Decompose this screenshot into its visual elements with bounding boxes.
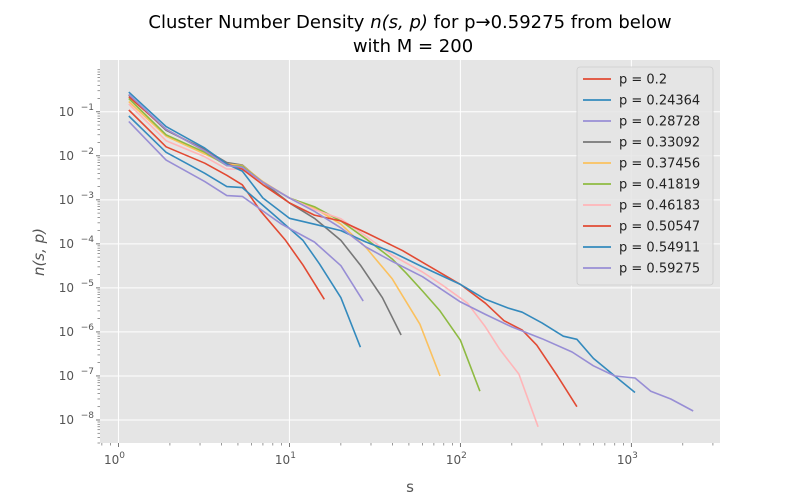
y-tick-exponent: −1	[81, 103, 94, 113]
chart-title-main: Cluster Number Density	[148, 12, 364, 33]
y-tick-label: 10	[59, 281, 74, 295]
series-line-8	[128, 91, 636, 394]
legend-label-4: p = 0.37456	[619, 157, 700, 172]
legend-label-9: p = 0.59275	[619, 262, 700, 277]
chart-title-math: n(s, p)	[370, 12, 428, 33]
y-tick-exponent: −5	[81, 279, 94, 289]
y-tick-exponent: −3	[81, 191, 94, 201]
y-tick-label: 10	[59, 193, 74, 207]
legend-label-6: p = 0.46183	[619, 199, 700, 214]
series-line-9	[128, 93, 694, 412]
legend-label-2: p = 0.28728	[619, 115, 700, 130]
y-tick-exponent: −2	[81, 147, 94, 157]
legend-label-7: p = 0.50547	[619, 220, 700, 235]
y-axis-ticks: 10 −8 10 −7 10 −6 10 −5 10 −4 10 −3 10 −2 10 −1	[59, 69, 100, 444]
x-tick-label: 102	[446, 451, 467, 467]
series-lines	[128, 91, 694, 428]
y-tick-exponent: −8	[81, 411, 95, 421]
legend: p = 0.2 p = 0.24364 p = 0.28728 p = 0.33092…	[576, 66, 714, 286]
chart-title-line2: with M = 200	[353, 36, 473, 57]
chart-title-tail: for p→0.59275 from below	[434, 12, 672, 33]
y-tick-label: 10	[59, 237, 74, 251]
y-tick-label: 10	[59, 413, 74, 427]
x-axis-ticks: 100 101 102 103	[101, 443, 714, 467]
chart-title-line1: Cluster Number Density n(s, p) for p→0.5…	[148, 12, 671, 33]
series-line-1	[128, 115, 362, 348]
series-line-3	[128, 94, 402, 336]
x-tick-label: 100	[104, 451, 125, 467]
y-tick-exponent: −6	[81, 323, 95, 333]
x-tick-label: 103	[617, 451, 638, 467]
y-tick-exponent: −4	[81, 235, 95, 245]
series-line-0	[128, 109, 325, 300]
y-axis-label: n(s, p)	[30, 228, 48, 276]
x-axis-label: s	[406, 478, 414, 496]
legend-label-8: p = 0.54911	[619, 241, 700, 256]
legend-label-3: p = 0.33092	[619, 136, 700, 151]
y-tick-label: 10	[59, 149, 74, 163]
y-tick-label: 10	[59, 105, 74, 119]
legend-label-0: p = 0.2	[619, 73, 667, 88]
y-tick-exponent: −7	[81, 367, 94, 377]
y-tick-label: 10	[59, 325, 74, 339]
legend-label-1: p = 0.24364	[619, 94, 700, 109]
series-line-2	[128, 120, 364, 302]
legend-label-5: p = 0.41819	[619, 178, 700, 193]
y-tick-label: 10	[59, 369, 74, 383]
x-tick-label: 101	[275, 451, 296, 467]
